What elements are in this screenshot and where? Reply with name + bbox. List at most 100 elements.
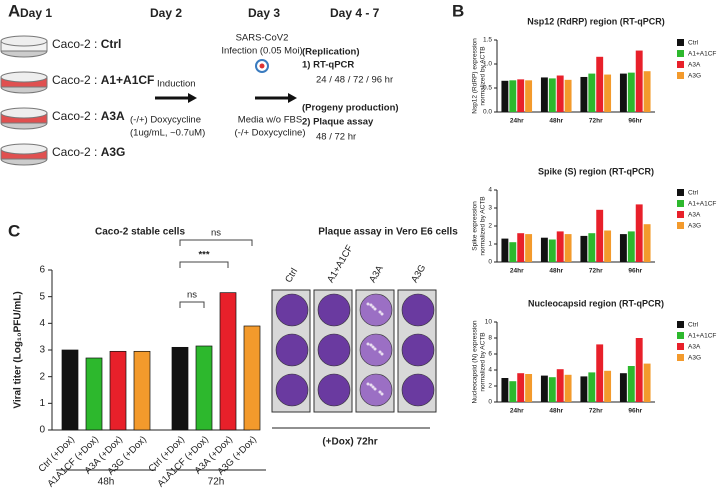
cell-name: Ctrl (101, 37, 122, 51)
bar (195, 345, 213, 431)
y-tick-label: 8 (488, 335, 492, 342)
y-tick-label: 0.5 (483, 85, 492, 92)
plaque-spot (366, 382, 370, 386)
legend-label: A3A (688, 344, 701, 351)
y-axis-label: Viral titer (Log₁₀PFU/mL) (13, 291, 24, 408)
bar (556, 231, 564, 262)
arrow-head (288, 93, 297, 103)
legend-label: Ctrl (688, 40, 699, 47)
group-label: 72h (208, 477, 225, 488)
legend-swatch (677, 200, 684, 207)
day3-text: SARS-CoV2 (236, 33, 289, 44)
x-tick-label: 24hr (510, 118, 524, 125)
x-tick-label: 96hr (628, 268, 642, 275)
x-tick-label: 72hr (589, 408, 603, 415)
day-label: Day 4 - 7 (330, 6, 380, 20)
day47-text: 1) RT-qPCR (302, 60, 354, 71)
x-tick-label: 48hr (549, 268, 563, 275)
y-axis-label: Spike expression (472, 201, 479, 251)
day47-text: (Progeny production) (302, 103, 399, 114)
cell-name: A1+A1CF (101, 73, 155, 87)
y-tick-label: 10 (485, 319, 493, 326)
day47-text: 48 / 72 hr (316, 132, 356, 143)
y-tick-label: 1 (488, 241, 492, 248)
day-label: Day 3 (248, 6, 280, 20)
legend-swatch (677, 332, 684, 339)
cell-line: Caco-2 : A3G (52, 145, 125, 159)
plaque-well (275, 373, 309, 407)
x-tick-label: 24hr (510, 408, 524, 415)
bar (596, 56, 604, 112)
y-axis-label: normalized by ACTB (480, 196, 487, 255)
y-tick-label: 4 (488, 187, 492, 194)
day-label: Day 1 (20, 6, 52, 20)
bar (627, 366, 635, 402)
x-tick-label: 48hr (549, 118, 563, 125)
bar (509, 381, 517, 402)
plaque-spot (380, 352, 384, 356)
plaque-spot (371, 385, 375, 389)
bar (517, 79, 525, 112)
plaque-well (317, 333, 351, 367)
chart-title: Nsp12 (RdRP) region (RT-qPCR) (527, 16, 665, 26)
bar (604, 230, 612, 262)
bar (548, 78, 556, 112)
bar (564, 79, 572, 112)
bar (85, 357, 103, 431)
cell-prefix: Caco-2 : (52, 37, 101, 51)
y-tick-label: 6 (488, 351, 492, 358)
bar (596, 344, 604, 402)
legend-swatch (677, 72, 684, 79)
day2-text: (-/+) Doxycycline (130, 115, 201, 126)
y-axis-label: normalized by ACTB (480, 46, 487, 105)
day3-text: Infection (0.05 Moi) (221, 46, 302, 57)
cell-name: A3G (101, 145, 126, 159)
day2-text: Induction (157, 79, 196, 90)
bar (635, 204, 643, 262)
bar (61, 349, 79, 431)
bar (517, 233, 525, 262)
significance-bracket (179, 261, 229, 268)
y-tick-label: 5 (39, 291, 45, 302)
plaque-spot (373, 387, 377, 391)
x-tick-label: 96hr (628, 408, 642, 415)
plaque-spot (378, 350, 382, 354)
bar (643, 224, 651, 262)
y-tick-label: 2 (488, 383, 492, 390)
day2-text: (1ug/mL, ~0.7uM) (130, 128, 205, 139)
legend-swatch (677, 354, 684, 361)
bar (619, 73, 627, 112)
cell-prefix: Caco-2 : (52, 73, 101, 87)
legend-swatch (677, 61, 684, 68)
day-label: Day 2 (150, 6, 182, 20)
chart-title: Nucleocapsid region (RT-qPCR) (528, 298, 664, 308)
plaque-spot (378, 390, 382, 394)
bar (627, 72, 635, 112)
bar (517, 373, 525, 402)
plaque-well (401, 333, 435, 367)
plaque-well (317, 373, 351, 407)
legend-label: A1+A1CF (688, 51, 716, 58)
plaque-spot (378, 310, 382, 314)
chart-title: Spike (S) region (RT-qPCR) (538, 166, 654, 176)
plaque-column: Ctrl (283, 266, 300, 284)
plaque-well (275, 293, 309, 327)
legend-label: Ctrl (688, 190, 699, 197)
plaque-spot (371, 345, 375, 349)
cell-line: Caco-2 : A3A (52, 109, 125, 123)
bar (556, 369, 564, 402)
cell-line: Caco-2 : A1+A1CF (52, 73, 154, 87)
legend-swatch (677, 343, 684, 350)
bar (588, 233, 596, 262)
bar (635, 338, 643, 402)
significance-bracket (179, 239, 253, 246)
bar (643, 363, 651, 402)
cell-name: A3A (101, 109, 125, 123)
bar (580, 235, 588, 262)
significance-label: *** (198, 250, 209, 261)
cell-prefix: Caco-2 : (52, 109, 101, 123)
bar (109, 350, 127, 431)
chart-title: Caco-2 stable cells (95, 227, 185, 238)
y-tick-label: 3 (488, 205, 492, 212)
